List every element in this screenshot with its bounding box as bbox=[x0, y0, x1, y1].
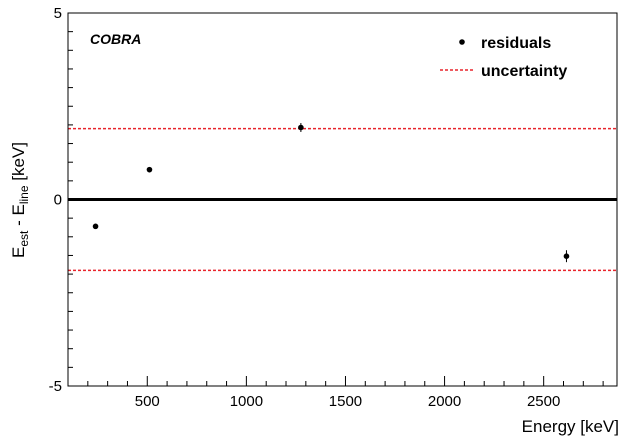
residual-point bbox=[298, 124, 304, 131]
y-title-sub2: line bbox=[17, 185, 31, 204]
x-tick-label: 2000 bbox=[428, 393, 461, 410]
y-tick-label: 0 bbox=[54, 192, 62, 209]
legend-residuals-label: residuals bbox=[481, 35, 551, 52]
plot-area bbox=[68, 123, 617, 272]
y-tick-label: -5 bbox=[49, 378, 62, 395]
axes: 500 1000 1500 2000 2500 -5 0 5 bbox=[49, 5, 618, 410]
x-tick-label: 500 bbox=[135, 393, 160, 410]
x-tick-label: 1000 bbox=[230, 393, 263, 410]
x-tick-label: 1500 bbox=[329, 393, 362, 410]
y-tick-label: 5 bbox=[54, 5, 62, 22]
legend-residuals-marker bbox=[459, 39, 465, 45]
y-title-sub1: est bbox=[17, 230, 31, 247]
y-title-main: E bbox=[9, 247, 28, 258]
residual-point bbox=[563, 253, 570, 259]
y-title-end: [keV] bbox=[9, 142, 28, 185]
residual-point bbox=[146, 166, 153, 173]
legend-uncertainty-label: uncertainty bbox=[481, 63, 567, 80]
legend: residuals uncertainty bbox=[440, 35, 567, 80]
cobra-annotation: COBRA bbox=[90, 31, 141, 47]
y-title-mid: - E bbox=[9, 204, 28, 230]
x-axis-title: Energy [keV] bbox=[522, 417, 619, 436]
y-axis-title: Eest - Eline [keV] bbox=[9, 142, 31, 258]
x-tick-label: 2500 bbox=[527, 393, 560, 410]
residual-point bbox=[92, 223, 99, 230]
